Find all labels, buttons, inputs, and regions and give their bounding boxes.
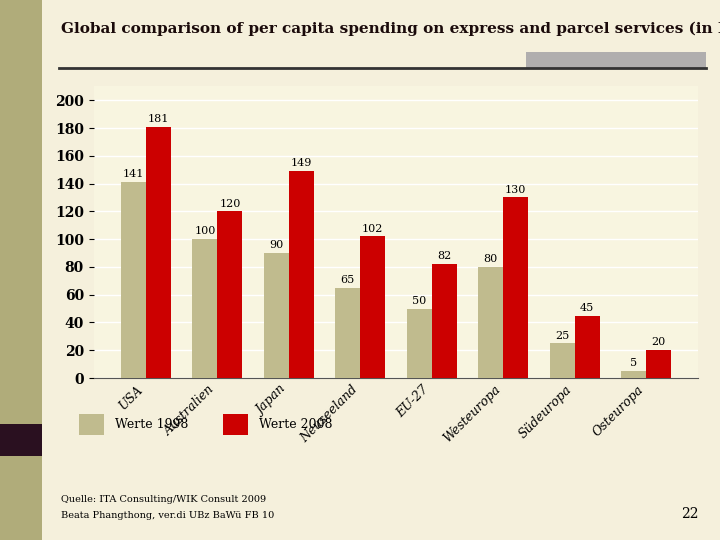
Text: 90: 90 [269, 240, 284, 250]
Bar [478, 267, 503, 378]
Text: Beata Phangthong, ver.di UBz BaWü FB 10: Beata Phangthong, ver.di UBz BaWü FB 10 [61, 511, 274, 521]
Text: 82: 82 [437, 251, 451, 261]
Bar [217, 211, 243, 378]
Bar [432, 264, 456, 378]
Bar [192, 239, 217, 378]
Text: 130: 130 [505, 185, 526, 195]
Bar [146, 127, 171, 378]
Text: 80: 80 [484, 254, 498, 264]
Bar [360, 237, 385, 378]
Text: Werte 2008: Werte 2008 [259, 418, 333, 431]
Bar [621, 371, 646, 378]
FancyBboxPatch shape [223, 414, 248, 435]
Bar [289, 171, 314, 378]
Bar [503, 198, 528, 378]
Text: 149: 149 [291, 158, 312, 168]
Text: 20: 20 [652, 338, 665, 347]
Text: 120: 120 [220, 199, 240, 208]
Text: Global comparison of per capita spending on express and parcel services (in EUR): Global comparison of per capita spending… [61, 22, 720, 36]
Bar [575, 315, 600, 378]
Bar [264, 253, 289, 378]
Text: 25: 25 [555, 330, 569, 341]
Bar [121, 182, 146, 378]
Text: 5: 5 [630, 358, 637, 368]
FancyBboxPatch shape [79, 414, 104, 435]
Text: 50: 50 [412, 296, 426, 306]
Text: 141: 141 [123, 170, 144, 179]
Bar [549, 343, 575, 378]
Text: 22: 22 [681, 508, 698, 522]
Text: 100: 100 [194, 226, 216, 237]
Bar [336, 288, 360, 378]
Text: 65: 65 [341, 275, 355, 285]
Text: 102: 102 [362, 224, 384, 234]
Bar [407, 308, 432, 378]
Text: Werte 1998: Werte 1998 [115, 418, 189, 431]
Bar [646, 350, 671, 378]
Text: 45: 45 [580, 303, 594, 313]
Text: 181: 181 [148, 114, 169, 124]
Text: Quelle: ITA Consulting/WIK Consult 2009: Quelle: ITA Consulting/WIK Consult 2009 [61, 495, 266, 504]
